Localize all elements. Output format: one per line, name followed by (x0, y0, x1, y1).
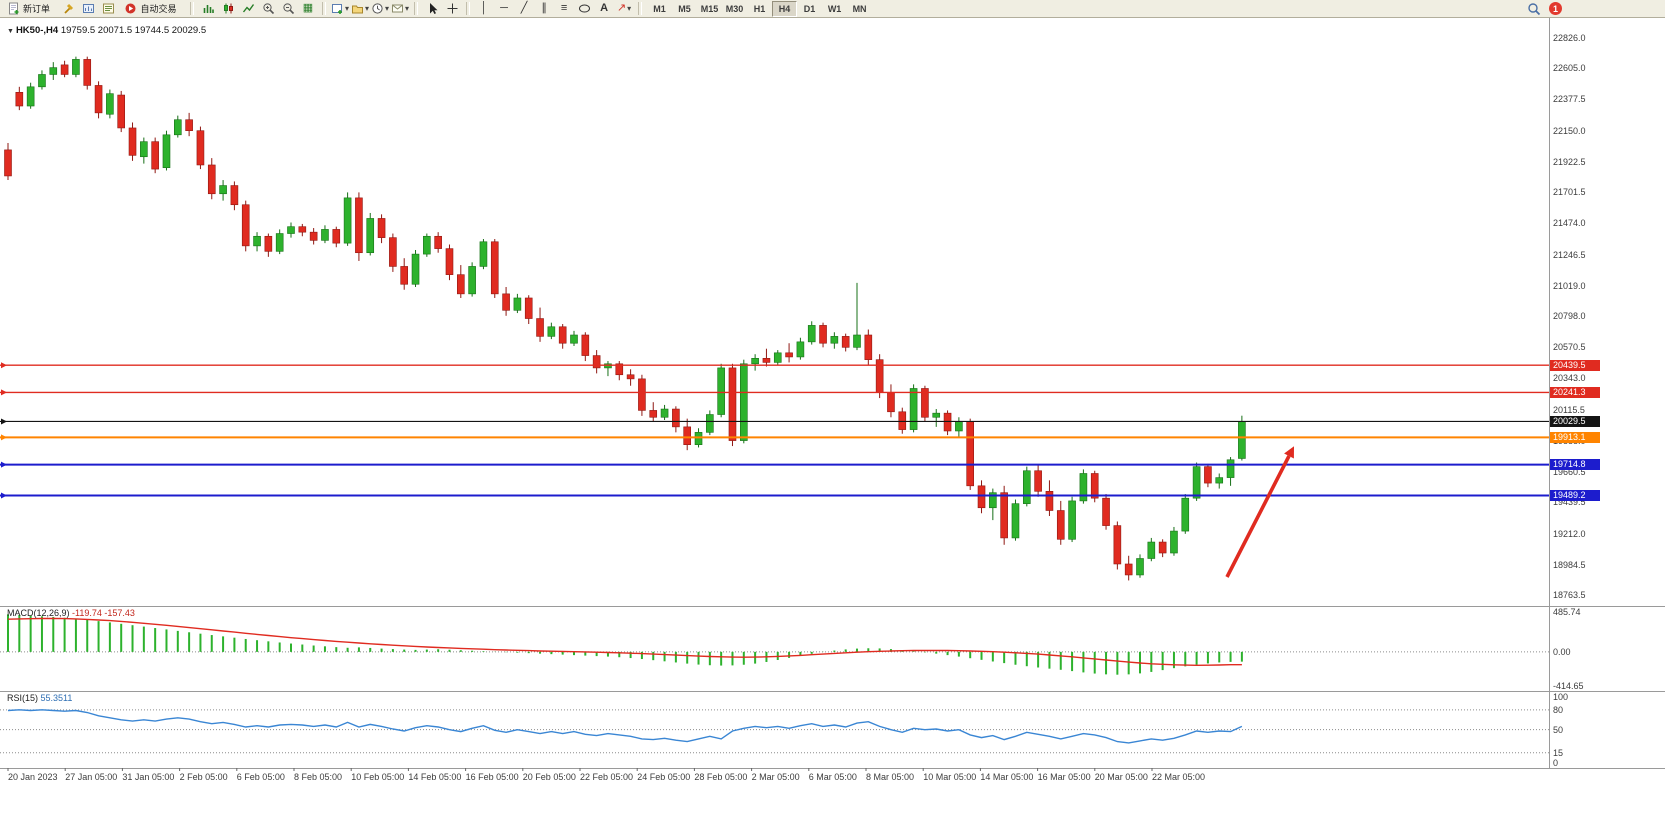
bar-chart-button[interactable] (199, 1, 217, 16)
shapes-icon (578, 4, 590, 13)
search-icon (1528, 2, 1541, 15)
timeframe-h1[interactable]: H1 (753, 3, 766, 14)
profiles-button[interactable]: ▾ (351, 1, 369, 16)
chart-profile-icon (82, 4, 94, 13)
text-tool-button[interactable]: A (595, 1, 613, 16)
vertical-line-icon: │ (480, 2, 488, 14)
new-chart-icon (332, 4, 342, 14)
toolbar-separator (414, 2, 419, 15)
hammer-button[interactable] (59, 1, 77, 16)
collapse-icon[interactable]: ▼ (7, 28, 14, 35)
toolbar-separator (190, 2, 194, 15)
new-order-button[interactable]: 新订单 (3, 1, 57, 16)
macd-label: MACD(12,26,9) (7, 608, 70, 618)
zoom-in-icon (262, 3, 274, 15)
auto-trading-button[interactable]: 自动交易 (119, 1, 185, 16)
zoom-out-icon (282, 3, 294, 15)
macd-pane-label: MACD(12,26,9) -119.74 -157.43 (7, 608, 135, 618)
hammer-icon (63, 3, 73, 14)
trendline-button[interactable]: ╱ (515, 1, 533, 16)
channel-icon: ∥ (541, 2, 547, 14)
macd-values: -119.74 -157.43 (72, 608, 135, 618)
text-icon: A (600, 2, 609, 14)
candlestick-chart-icon (223, 3, 233, 14)
chart-profile-button[interactable] (79, 1, 97, 16)
search-button[interactable] (1525, 1, 1543, 16)
timeframe-h4[interactable]: H4 (772, 0, 798, 17)
trendline-icon: ╱ (520, 2, 528, 14)
timeframe-m30[interactable]: M30 (725, 3, 744, 14)
rsi-value: 55.3511 (40, 693, 73, 703)
horizontal-line-icon: ─ (500, 2, 508, 14)
toolbar-right-group: 1 (1525, 1, 1562, 16)
auto-trading-label: 自动交易 (140, 4, 177, 14)
timeframe-m15[interactable]: M15 (700, 3, 719, 14)
chart-title: ▼ HK50-,H4 19759.5 20071.5 19744.5 20029.… (7, 25, 206, 36)
timeframe-m5[interactable]: M5 (678, 3, 691, 14)
rsi-pane-label: RSI(15) 55.3511 (7, 693, 72, 703)
arrows-tool-button[interactable]: ↗ ▾ (615, 1, 633, 16)
line-chart-icon (242, 4, 254, 13)
timeframe-w1[interactable]: W1 (827, 3, 842, 14)
bar-chart-icon (203, 5, 214, 13)
toolbar-separator (638, 2, 643, 15)
cursor-icon (429, 3, 438, 14)
toolbar: 新订单 自动交易 (0, 0, 1665, 18)
chevron-down-icon: ▾ (385, 4, 390, 13)
chevron-down-icon: ▾ (345, 4, 350, 13)
vertical-line-button[interactable]: │ (475, 1, 493, 16)
toolbar-separator (466, 2, 471, 15)
rsi-label: RSI(15) (7, 693, 39, 703)
profiles-icon (352, 5, 364, 14)
timeframe-d1[interactable]: D1 (803, 3, 816, 14)
chevron-down-icon: ▾ (627, 4, 632, 13)
new-chart-button[interactable]: ▾ (331, 1, 349, 16)
tile-windows-icon: ▦ (302, 2, 314, 14)
alerts-button[interactable]: ▾ (371, 1, 389, 16)
zoom-in-button[interactable] (259, 1, 277, 16)
horizontal-line-button[interactable]: ─ (495, 1, 513, 16)
notification-badge[interactable]: 1 (1549, 2, 1562, 15)
market-watch-button[interactable] (99, 1, 117, 16)
timeframe-group: M1 M5 M15 M30 H1 H4 D1 W1 MN (647, 0, 872, 17)
alerts-icon (372, 3, 383, 14)
chevron-down-icon: ▾ (365, 4, 370, 13)
channel-button[interactable]: ∥ (535, 1, 553, 16)
crosshair-button[interactable] (443, 1, 461, 16)
auto-trading-icon (125, 3, 136, 14)
new-order-label: 新订单 (22, 4, 50, 14)
ohlc-values: 19759.5 20071.5 19744.5 20029.5 (60, 25, 207, 36)
line-chart-button[interactable] (239, 1, 257, 16)
tile-windows-button[interactable]: ▦ (299, 1, 317, 16)
arrows-icon: ↗ (616, 2, 627, 14)
shapes-button[interactable] (575, 1, 593, 16)
mailbox-button[interactable]: ▾ (391, 1, 409, 16)
mailbox-icon (392, 4, 404, 13)
zoom-out-button[interactable] (279, 1, 297, 16)
chevron-down-icon: ▾ (405, 4, 410, 13)
crosshair-icon (447, 3, 458, 14)
symbol-period-label: HK50-,H4 (15, 25, 59, 36)
timeframe-m1[interactable]: M1 (653, 3, 666, 14)
timeframe-mn[interactable]: MN (852, 3, 867, 14)
market-watch-icon (102, 3, 114, 14)
fibonacci-button[interactable]: ≡ (555, 1, 573, 16)
fibonacci-icon: ≡ (560, 2, 568, 14)
candlestick-chart-button[interactable] (219, 1, 237, 16)
new-order-icon (8, 2, 19, 15)
cursor-button[interactable] (423, 1, 441, 16)
toolbar-separator (322, 2, 326, 15)
